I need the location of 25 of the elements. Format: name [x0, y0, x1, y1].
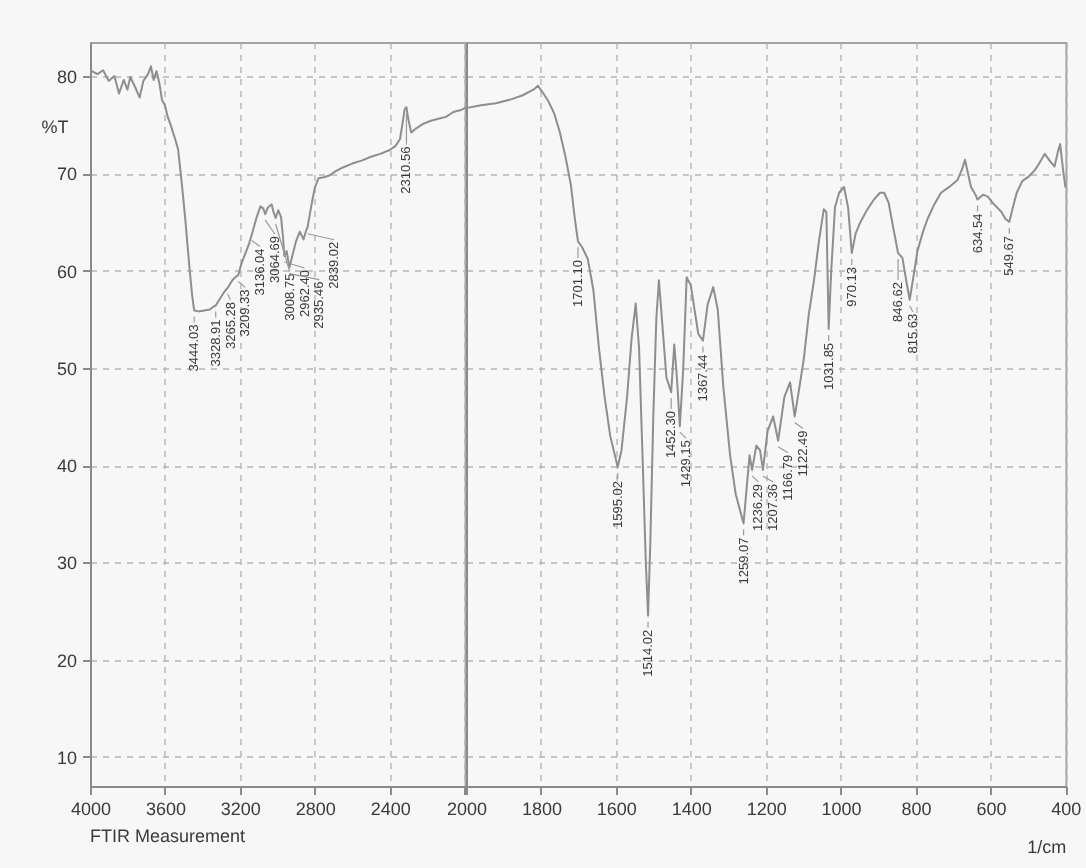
y-tick-label: 40	[56, 456, 77, 477]
x-tick-label: 2000	[446, 799, 488, 819]
x-tick-label: 400	[1051, 799, 1082, 819]
x-tick-label: 1600	[596, 799, 637, 819]
x-tick-label: 3600	[145, 799, 186, 819]
x-tick-label: 4000	[70, 799, 112, 819]
x-tick-label: 1400	[671, 799, 712, 819]
y-tick-label: 80	[56, 67, 77, 88]
x-tick-label: 2400	[370, 799, 411, 819]
x-tick-label: 2800	[295, 799, 336, 819]
text: FTIR Measurement	[90, 826, 247, 846]
y-tick-label: 60	[56, 261, 77, 282]
y-tick-label: 30	[56, 553, 77, 574]
x-tick-label: 800	[901, 799, 932, 819]
x-tick-label: 1800	[521, 799, 562, 819]
x-tick-label: 3200	[220, 799, 261, 819]
x-axis-title: 1/cm	[1027, 837, 1067, 857]
y-axis-title: %T	[41, 117, 70, 137]
y-tick-label: 70	[56, 164, 77, 185]
y-tick-label: 50	[56, 358, 77, 379]
y-tick-label: 10	[56, 747, 77, 768]
x-tick-label: 1200	[746, 799, 787, 819]
y-tick-label: 20	[56, 650, 77, 671]
x-tick-label: 600	[976, 799, 1007, 819]
x-tick-label: 1000	[821, 799, 862, 819]
